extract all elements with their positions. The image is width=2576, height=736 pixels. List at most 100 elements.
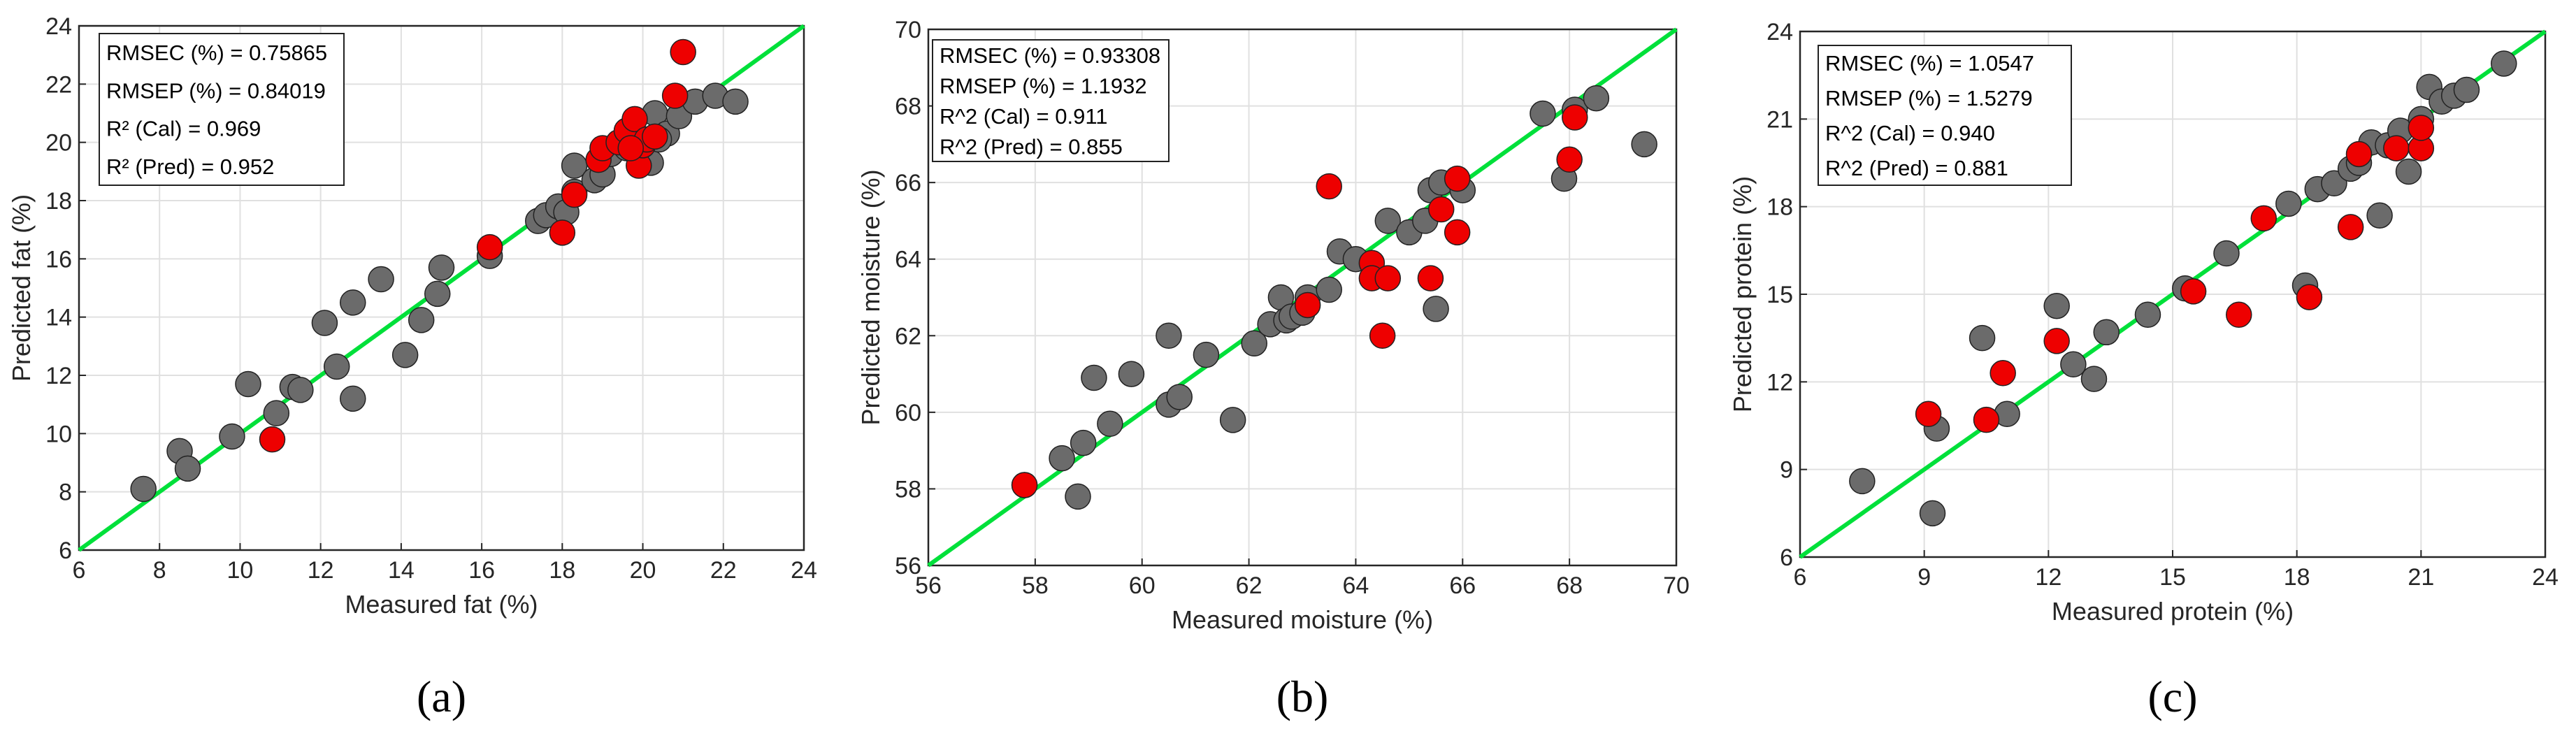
x-tick-label: 15: [2159, 564, 2186, 591]
calibration-point: [1118, 361, 1145, 387]
stats-box: [1818, 45, 2072, 186]
validation-point: [2337, 214, 2364, 240]
calibration-point: [1219, 407, 1246, 433]
validation-point: [1973, 406, 2000, 433]
validation-point: [1556, 146, 1583, 173]
x-axis-label: Measured protein (%): [2052, 597, 2294, 626]
y-tick-label: 24: [45, 13, 72, 40]
axes-frame: [927, 28, 1678, 567]
validation-point: [1369, 322, 1396, 349]
validation-point: [1562, 104, 1588, 131]
y-tick-label: 9: [1780, 457, 1793, 484]
x-tick-label: 62: [1236, 572, 1262, 599]
y-tick-label: 21: [1766, 106, 1793, 133]
y-tick-label: 8: [59, 479, 72, 506]
validation-point: [1915, 401, 1942, 428]
calibration-point: [368, 266, 394, 293]
calibration-point: [263, 400, 290, 426]
validation-point: [1316, 173, 1342, 200]
x-tick-label: 20: [630, 557, 656, 584]
calibration-point: [2395, 158, 2422, 185]
y-tick-label: 60: [895, 400, 921, 426]
validation-point: [670, 38, 696, 66]
validation-point: [1989, 360, 2016, 387]
panel-label: (a): [417, 672, 466, 721]
validation-point: [621, 106, 648, 133]
calibration-point: [1081, 364, 1107, 391]
validation-point: [561, 181, 588, 208]
y-tick-label: 58: [895, 476, 921, 503]
panel-label: (c): [2147, 672, 2197, 721]
y-axis-label: Predicted protein (%): [1728, 176, 1757, 412]
calibration-point: [1583, 85, 1610, 112]
calibration-point: [1849, 468, 1876, 495]
calibration-point: [1969, 324, 1996, 352]
x-tick-label: 6: [73, 557, 86, 584]
validation-point: [2345, 140, 2373, 168]
calibration-point: [1631, 131, 1657, 158]
calibration-point: [2093, 319, 2120, 346]
validation-point: [1374, 265, 1402, 291]
stats-line: R^2 (Cal) = 0.911: [940, 104, 1108, 129]
calibration-point: [2491, 50, 2517, 77]
x-tick-label: 12: [308, 557, 334, 584]
y-tick-label: 18: [1766, 194, 1793, 221]
panel-label: (b): [1276, 672, 1329, 721]
chart-panel-1: 56 58 60 62 64 66 68 70 56 58 60 62 64 66 68 70 RMSEC (%…: [856, 17, 1690, 721]
calibration-point: [235, 370, 261, 398]
calibration-point: [2213, 240, 2240, 267]
x-tick-label: 22: [710, 557, 737, 584]
validation-point: [1444, 165, 1471, 192]
calibration-point: [2453, 76, 2480, 103]
y-tick-label: 12: [45, 363, 72, 389]
stats-line: R² (Cal) = 0.969: [106, 117, 261, 141]
validation-point: [549, 219, 576, 246]
validation-point: [2226, 301, 2252, 328]
calibration-point: [1065, 483, 1091, 510]
stats-line: R^2 (Pred) = 0.855: [940, 134, 1123, 159]
validation-point: [2408, 115, 2435, 141]
x-tick-label: 16: [468, 557, 495, 584]
y-tick-label: 64: [895, 247, 921, 273]
calibration-point: [287, 377, 314, 403]
y-tick-label: 14: [45, 305, 72, 331]
y-tick-label: 15: [1766, 282, 1793, 308]
x-tick-label: 58: [1022, 572, 1049, 599]
stats-line: RMSEC (%) = 0.75865: [106, 41, 327, 65]
stats-line: R^2 (Cal) = 0.940: [1825, 121, 1995, 145]
stats-line: RMSEC (%) = 1.0547: [1825, 51, 2034, 75]
stats-line: RMSEP (%) = 1.5279: [1825, 86, 2033, 110]
y-tick-label: 6: [59, 537, 72, 564]
stats-box: [932, 39, 1170, 162]
panels: 6 8 10 12 14 16 18 20 22 24681012141618202224RMSE…: [7, 13, 2559, 721]
calibration-point: [1423, 296, 1449, 322]
calibration-point: [340, 385, 366, 412]
calibration-point: [2134, 301, 2161, 328]
y-tick-label: 66: [895, 170, 921, 196]
x-tick-label: 8: [153, 557, 166, 584]
validation-point: [642, 123, 668, 150]
calibration-point: [1070, 429, 1097, 456]
calibration-point: [408, 307, 435, 333]
calibration-point: [1049, 445, 1075, 472]
axes-frame: [1799, 30, 2547, 558]
x-tick-label: 12: [2035, 564, 2061, 591]
y-tick-label: 12: [1766, 369, 1793, 396]
x-tick-label: 9: [1917, 564, 1931, 591]
x-tick-label: 60: [1129, 572, 1156, 599]
calibration-point: [424, 280, 451, 308]
x-tick-label: 18: [549, 557, 575, 584]
calibration-point: [323, 353, 350, 380]
stats-line: RMSEP (%) = 0.84019: [106, 78, 326, 103]
stats-box: [99, 33, 345, 186]
calibration-point: [2366, 202, 2393, 229]
y-tick-label: 24: [1766, 19, 1793, 45]
y-tick-label: 20: [45, 130, 72, 157]
stats-line: RMSEC (%) = 0.93308: [940, 43, 1160, 68]
chart-panel-2: 6 9 12 15 18 21 24 6 9 12 15 18 21 24 RMSEC (%) = 1.05…: [1728, 19, 2559, 721]
validation-point: [2296, 284, 2323, 310]
validation-point: [1417, 265, 1444, 291]
calibration-point: [1374, 208, 1402, 234]
validation-point: [2180, 278, 2207, 305]
